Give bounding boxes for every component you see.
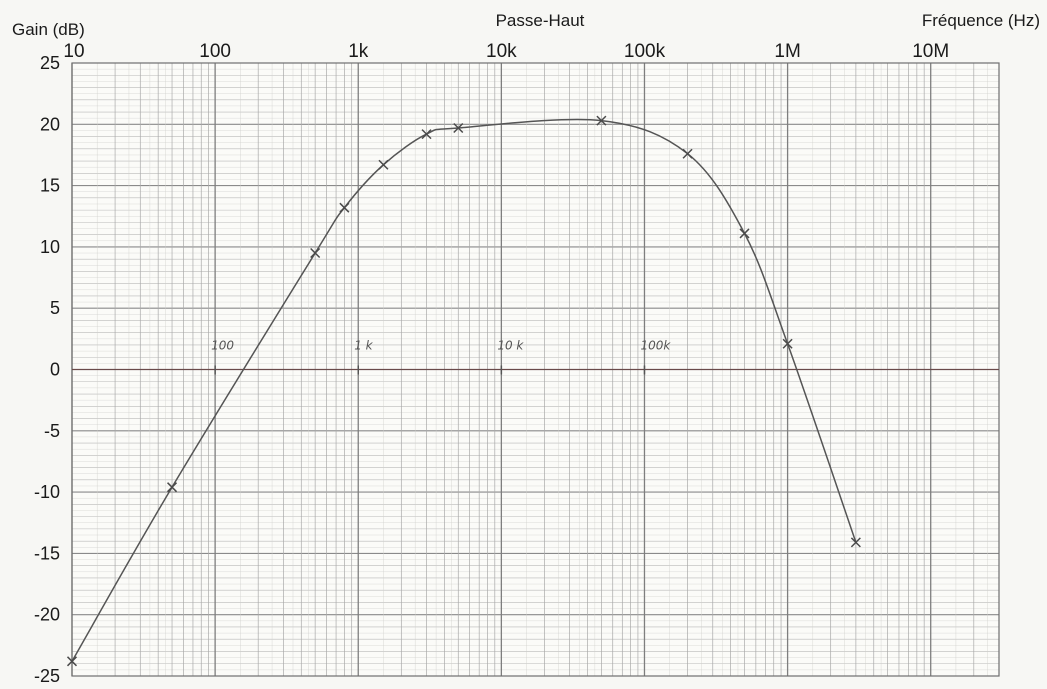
handwritten-decade-label: 100k [640, 339, 671, 353]
data-point-marker [782, 338, 793, 349]
data-point-marker [310, 247, 321, 259]
data-point-marker [850, 537, 861, 548]
data-point-marker [378, 159, 389, 170]
y-tick-label: 5 [50, 298, 60, 318]
data-point-marker [682, 148, 693, 159]
x-tick-label: 10 [63, 41, 84, 62]
y-tick-label: 20 [40, 114, 60, 134]
handwritten-decade-label: 100 [211, 339, 234, 353]
y-tick-label: -10 [34, 482, 60, 502]
y-tick-label: -5 [44, 421, 60, 441]
y-tick-label: -15 [34, 543, 60, 563]
marker-stroke [596, 115, 607, 126]
x-tick-label: 1k [348, 41, 369, 62]
marker-stroke [739, 228, 750, 239]
data-point-marker [739, 228, 750, 239]
marker-stroke [66, 656, 78, 667]
data-point-marker [453, 122, 464, 134]
x-tick-label: 10k [486, 41, 517, 62]
data-point-marker [66, 656, 78, 667]
x-tick-label: 1M [774, 41, 800, 62]
y-tick-label: -20 [34, 605, 60, 625]
data-point-marker [421, 129, 432, 140]
marker-stroke [310, 247, 321, 259]
y-tick-label: 10 [40, 237, 60, 257]
y-axis-title: Gain (dB) [12, 20, 85, 39]
chart-title: Passe-Haut [496, 11, 585, 30]
y-tick-label: 15 [40, 176, 60, 196]
marker-stroke [378, 159, 389, 170]
y-tick-label: -25 [34, 666, 60, 686]
marker-stroke [782, 338, 793, 349]
x-axis-title: Fréquence (Hz) [922, 11, 1040, 30]
marker-stroke [167, 482, 178, 493]
x-tick-label: 10M [912, 41, 949, 62]
x-tick-label: 100 [199, 41, 231, 62]
handwritten-decade-label: 1 k [354, 339, 373, 353]
marker-stroke [339, 202, 350, 213]
data-point-marker [167, 482, 178, 493]
handwritten-decade-label: 10 k [497, 339, 524, 353]
y-tick-label: 25 [40, 53, 60, 73]
data-point-marker [339, 202, 350, 213]
y-tick-label: 0 [50, 360, 60, 380]
x-tick-label: 100k [624, 41, 666, 62]
marker-stroke [453, 122, 464, 134]
marker-stroke [850, 537, 861, 548]
marker-stroke [682, 148, 693, 159]
marker-stroke [421, 129, 432, 140]
data-point-marker [596, 115, 607, 126]
gain-curve [71, 118, 857, 662]
